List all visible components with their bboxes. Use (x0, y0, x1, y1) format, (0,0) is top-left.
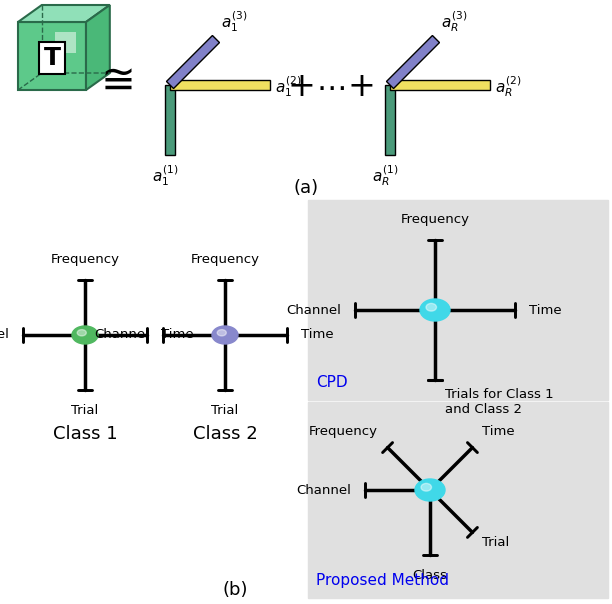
Text: Time: Time (161, 329, 193, 341)
Polygon shape (86, 5, 110, 90)
Ellipse shape (426, 303, 436, 311)
Ellipse shape (72, 326, 98, 344)
Ellipse shape (421, 483, 431, 491)
Text: Trials for Class 1
and Class 2: Trials for Class 1 and Class 2 (445, 388, 554, 416)
Ellipse shape (217, 330, 226, 336)
Text: Trial: Trial (211, 404, 239, 417)
Polygon shape (165, 85, 175, 155)
Text: Time: Time (482, 425, 515, 438)
Text: Frequency: Frequency (51, 253, 119, 266)
Text: $+$: $+$ (287, 71, 313, 103)
Text: Channel: Channel (0, 329, 9, 341)
Ellipse shape (212, 326, 238, 344)
Text: (b): (b) (222, 581, 248, 599)
Text: Frequency: Frequency (400, 213, 469, 226)
Text: $a_R^{(2)}$: $a_R^{(2)}$ (495, 75, 521, 100)
Text: Channel: Channel (94, 329, 149, 341)
Text: Class 1: Class 1 (53, 425, 118, 443)
Text: Class 2: Class 2 (193, 425, 258, 443)
Text: Time: Time (529, 303, 562, 316)
Ellipse shape (420, 299, 450, 321)
Text: $\cong$: $\cong$ (92, 59, 132, 101)
Text: Class: Class (412, 569, 447, 582)
Polygon shape (385, 85, 395, 155)
Text: (a): (a) (293, 179, 319, 197)
Polygon shape (170, 80, 270, 90)
Text: Channel: Channel (286, 303, 341, 316)
Polygon shape (18, 5, 110, 22)
Text: Time: Time (301, 329, 334, 341)
Text: $\cdots$: $\cdots$ (316, 72, 345, 101)
Ellipse shape (77, 330, 86, 336)
Ellipse shape (415, 479, 445, 501)
Text: Frequency: Frequency (308, 425, 378, 438)
Polygon shape (390, 80, 490, 90)
Polygon shape (18, 22, 86, 90)
Text: $a_1^{(3)}$: $a_1^{(3)}$ (221, 9, 247, 34)
Polygon shape (166, 36, 220, 89)
Text: Channel: Channel (296, 483, 351, 496)
Text: Frequency: Frequency (190, 253, 259, 266)
FancyBboxPatch shape (308, 402, 608, 598)
Text: $a_1^{(1)}$: $a_1^{(1)}$ (152, 163, 178, 188)
Text: $+$: $+$ (347, 71, 373, 103)
Text: $a_1^{(2)}$: $a_1^{(2)}$ (275, 75, 301, 100)
Text: $a_R^{(1)}$: $a_R^{(1)}$ (372, 163, 398, 188)
Text: Trial: Trial (72, 404, 99, 417)
Text: $a_R^{(3)}$: $a_R^{(3)}$ (441, 9, 467, 34)
FancyBboxPatch shape (308, 200, 608, 400)
Text: Trial: Trial (482, 536, 510, 549)
Text: $\mathbf{T}$: $\mathbf{T}$ (43, 46, 61, 70)
Polygon shape (56, 32, 76, 53)
Polygon shape (386, 36, 439, 89)
Text: CPD: CPD (316, 375, 348, 390)
Text: Proposed Method: Proposed Method (316, 573, 449, 588)
